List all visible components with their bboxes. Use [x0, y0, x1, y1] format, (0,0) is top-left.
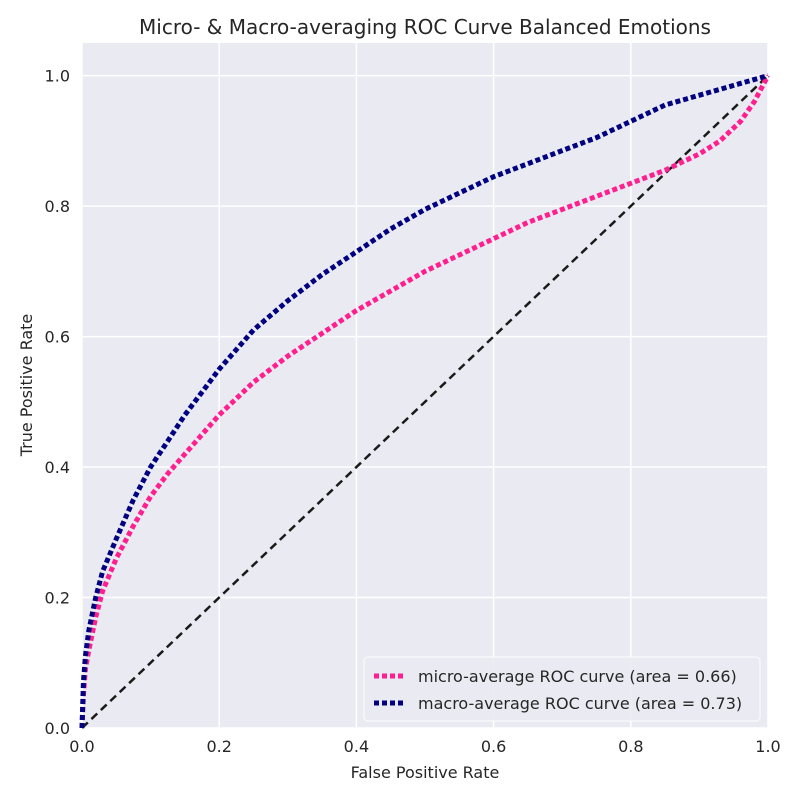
x-tick-label: 0.4 [344, 737, 369, 756]
legend-label-macro: macro-average ROC curve (area = 0.73) [418, 694, 742, 713]
plot-background [82, 43, 768, 728]
x-tick-label: 1.0 [755, 737, 780, 756]
y-tick-label: 0.0 [45, 719, 70, 738]
y-tick-labels: 0.0 0.2 0.4 0.6 0.8 1.0 [45, 67, 70, 738]
reference-diagonal-group [81, 74, 769, 729]
x-tick-labels: 0.0 0.2 0.4 0.6 0.8 1.0 [69, 737, 780, 756]
y-tick-label: 0.8 [45, 197, 70, 216]
y-tick-label: 0.2 [45, 589, 70, 608]
legend-box [363, 656, 761, 722]
y-tick-label: 0.4 [45, 458, 70, 477]
micro-average-roc-line [79, 74, 771, 729]
x-tick-label: 0.0 [69, 737, 94, 756]
y-tick-label: 1.0 [45, 67, 70, 86]
x-tick-label: 0.6 [481, 737, 506, 756]
x-tick-label: 0.8 [618, 737, 643, 756]
y-axis-label: True Positive Rate [17, 314, 36, 458]
series-group [79, 73, 771, 729]
macro-average-roc-line [79, 73, 769, 729]
x-axis-label: False Positive Rate [351, 763, 500, 782]
legend: micro-average ROC curve (area = 0.66) ma… [363, 656, 761, 722]
reference-diagonal-line [81, 74, 769, 729]
chart-title: Micro- & Macro-averaging ROC Curve Balan… [139, 15, 711, 39]
y-tick-label: 0.6 [45, 328, 70, 347]
grid-lines [81, 43, 769, 729]
legend-label-micro: micro-average ROC curve (area = 0.66) [418, 667, 737, 686]
x-tick-label: 0.2 [206, 737, 231, 756]
